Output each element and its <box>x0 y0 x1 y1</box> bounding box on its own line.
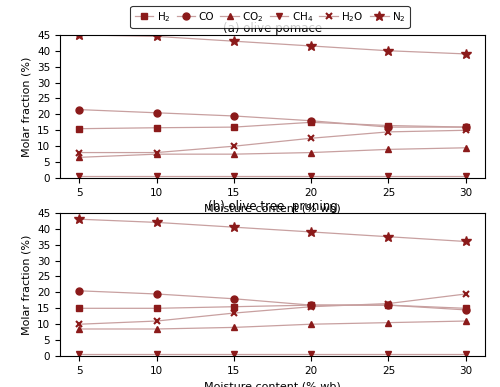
Title: (b) olive tree  pruning: (b) olive tree pruning <box>208 200 338 213</box>
Title: (a) olive pomace: (a) olive pomace <box>223 22 322 35</box>
X-axis label: Moisture content (% wb): Moisture content (% wb) <box>204 381 341 387</box>
Y-axis label: Molar fraction (%): Molar fraction (%) <box>22 56 32 157</box>
X-axis label: Moisture content (% wb): Moisture content (% wb) <box>204 203 341 213</box>
Legend: H$_2$, CO, CO$_2$, CH$_4$, H$_2$O, N$_2$: H$_2$, CO, CO$_2$, CH$_4$, H$_2$O, N$_2$ <box>130 6 409 28</box>
Y-axis label: Molar fraction (%): Molar fraction (%) <box>22 234 32 335</box>
